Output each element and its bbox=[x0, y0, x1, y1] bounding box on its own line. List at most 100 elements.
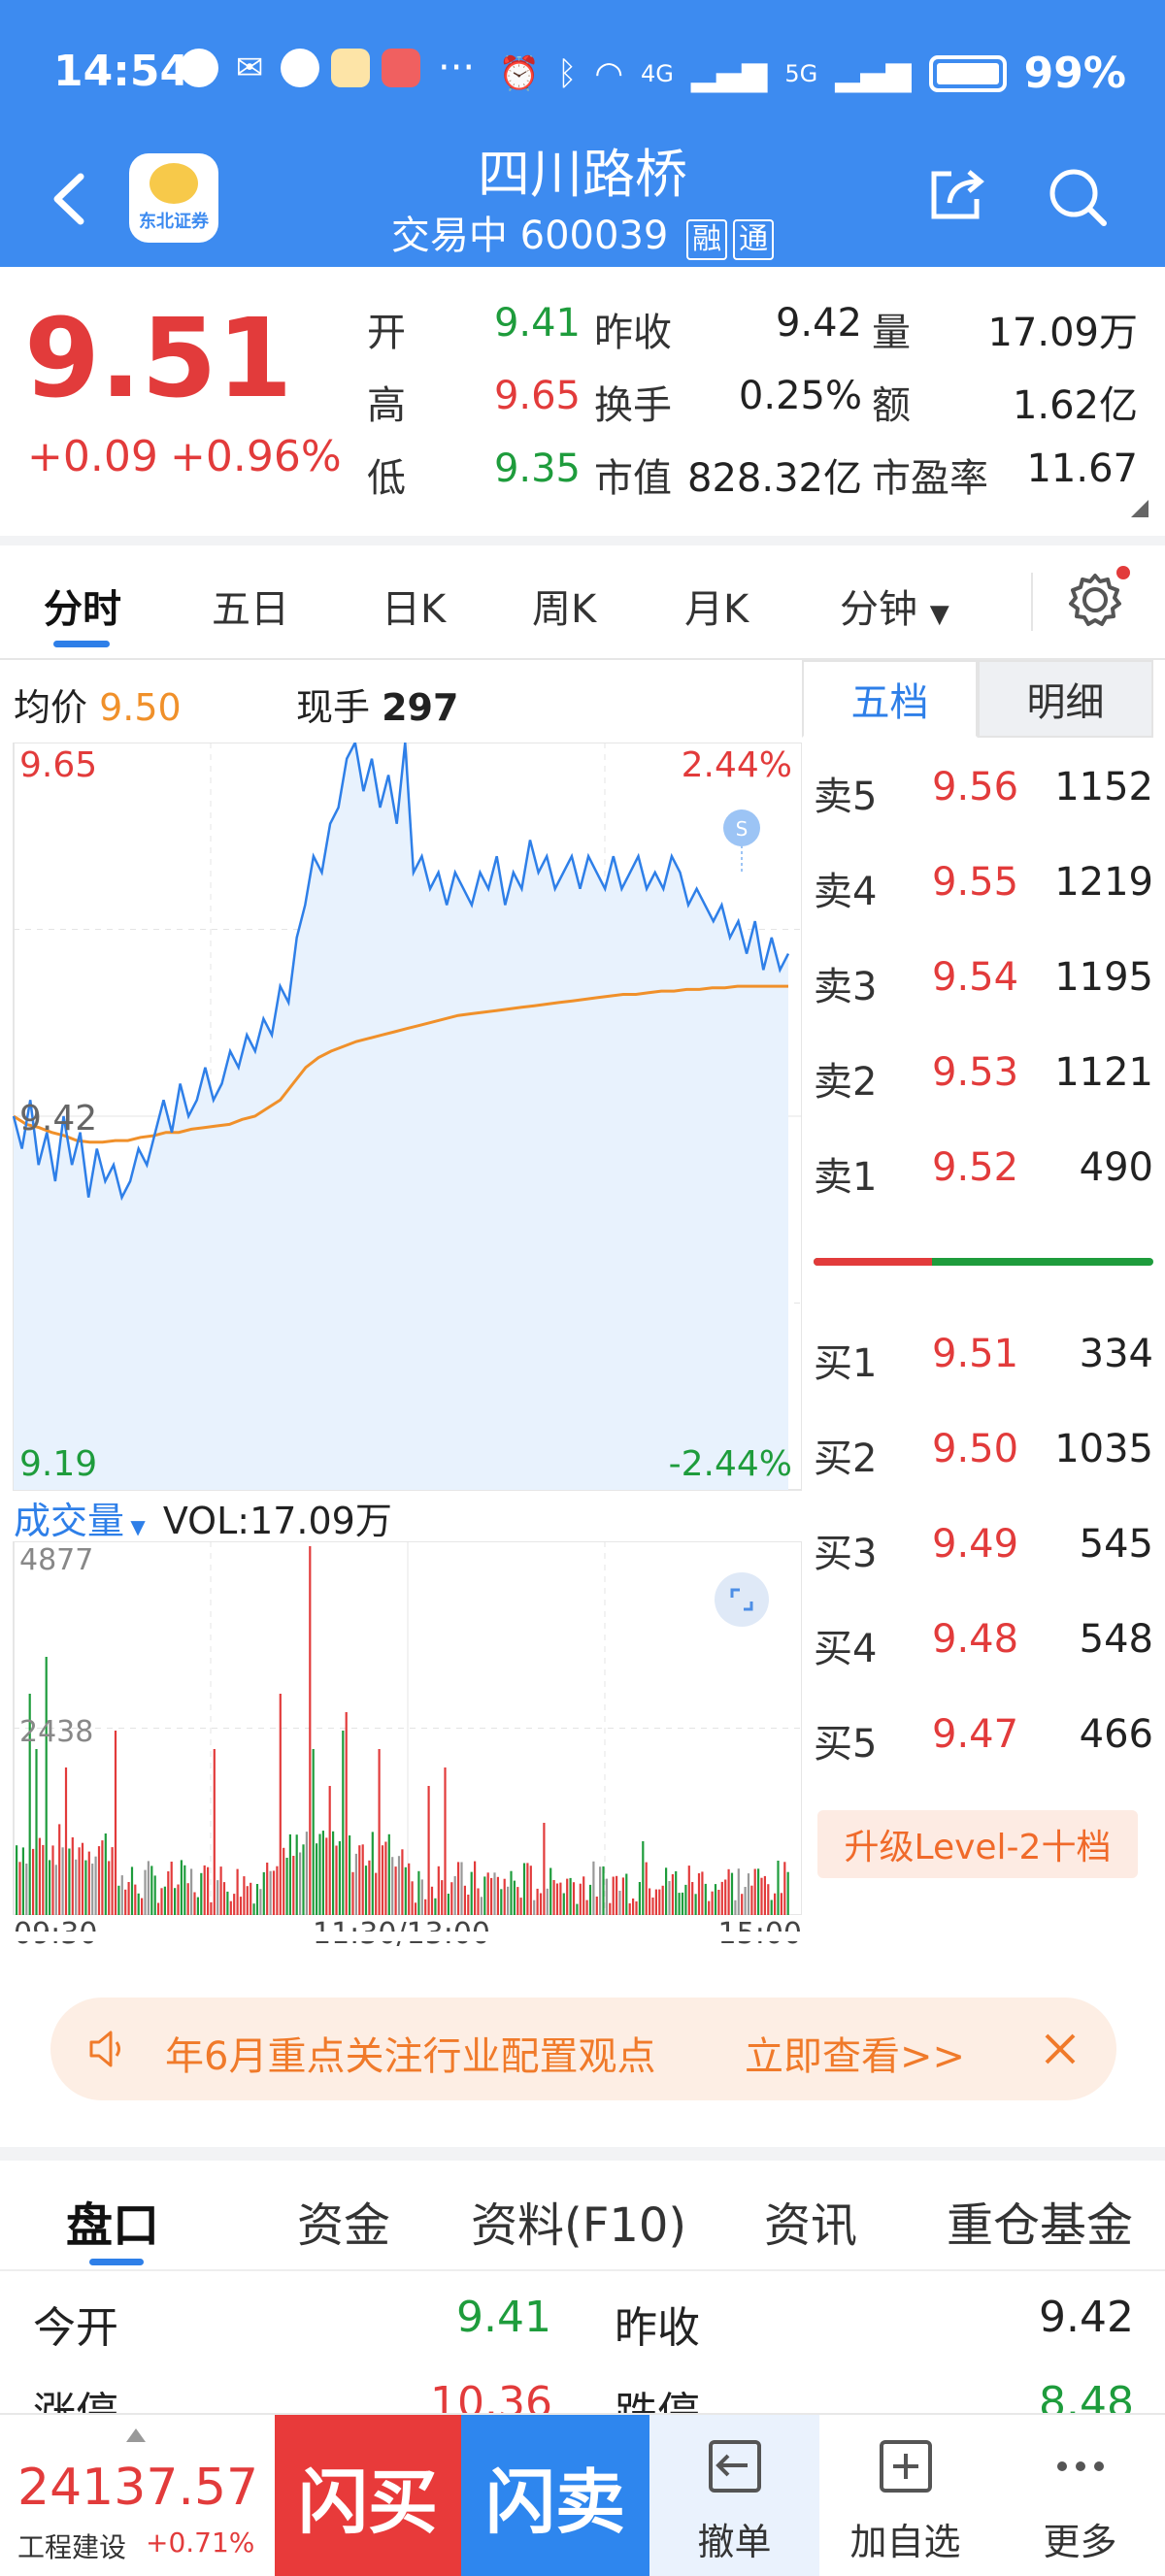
volume-bar bbox=[582, 1876, 585, 1915]
volume-bar bbox=[678, 1893, 681, 1915]
bid-level-row[interactable]: 买1 9.51 334 bbox=[814, 1324, 1153, 1386]
volume-bar bbox=[579, 1883, 582, 1915]
tab-trade-details[interactable]: 明细 bbox=[978, 660, 1153, 738]
more-notifications-icon: ··· bbox=[438, 46, 476, 90]
expand-corner-icon[interactable] bbox=[1131, 500, 1148, 517]
tab-heavy-funds[interactable]: 重仓基金 bbox=[947, 2198, 1134, 2253]
broker-app-icon bbox=[331, 49, 370, 87]
volume-bar bbox=[243, 1876, 246, 1915]
battery-icon bbox=[928, 54, 1007, 92]
limit-down-value: 8.48 bbox=[1039, 2378, 1134, 2413]
price-area bbox=[14, 743, 788, 1490]
ask-level-row[interactable]: 卖4 9.55 1219 bbox=[814, 852, 1153, 914]
volume-bar bbox=[150, 1866, 153, 1915]
tab-intraday[interactable]: 分时 bbox=[44, 587, 121, 632]
volume-bar bbox=[18, 1862, 21, 1915]
volume-bar bbox=[503, 1878, 506, 1915]
volume-bar bbox=[45, 1657, 48, 1915]
close-icon[interactable] bbox=[1041, 2030, 1080, 2068]
cancel-order-button[interactable]: 撤单 bbox=[649, 2415, 819, 2576]
browser-icon bbox=[281, 49, 319, 87]
volume-bar bbox=[38, 1837, 41, 1915]
more-button[interactable]: 更多 bbox=[995, 2415, 1165, 2576]
tab-weekly-k[interactable]: 周K bbox=[532, 587, 597, 632]
volume-bar bbox=[321, 1831, 324, 1915]
bid-level-row[interactable]: 买4 9.48 548 bbox=[814, 1609, 1153, 1671]
volume-bar bbox=[658, 1889, 661, 1915]
volume-bar bbox=[661, 1885, 664, 1915]
share-icon[interactable] bbox=[922, 160, 990, 228]
quote-value: 0.25% bbox=[738, 374, 862, 418]
tab-f10[interactable]: 资料(F10) bbox=[471, 2198, 687, 2253]
ask-level-row[interactable]: 卖5 9.56 1152 bbox=[814, 757, 1153, 819]
volume-bar bbox=[305, 1832, 308, 1915]
broker-logo[interactable]: 东北证券 bbox=[129, 153, 218, 243]
tab-five-levels[interactable]: 五档 bbox=[802, 660, 978, 738]
volume-bar bbox=[480, 1897, 483, 1915]
volume-bar bbox=[708, 1900, 711, 1915]
tab-handicap[interactable]: 盘口 bbox=[66, 2198, 160, 2253]
ask-level-row[interactable]: 卖3 9.54 1195 bbox=[814, 947, 1153, 1009]
sector-index[interactable]: 24137.57 工程建设 +0.71% bbox=[0, 2415, 275, 2576]
banner-link[interactable]: 立即查看>> bbox=[745, 2034, 966, 2079]
back-button[interactable] bbox=[44, 165, 92, 244]
bid-level-row[interactable]: 买3 9.49 545 bbox=[814, 1514, 1153, 1576]
ask-level-row[interactable]: 卖1 9.52 490 bbox=[814, 1138, 1153, 1200]
fullscreen-button[interactable] bbox=[715, 1572, 769, 1627]
bid-level-row[interactable]: 买2 9.50 1035 bbox=[814, 1419, 1153, 1481]
tab-daily-k[interactable]: 日K bbox=[382, 587, 447, 632]
level-volume: 545 bbox=[1079, 1522, 1153, 1567]
volume-bar bbox=[460, 1862, 463, 1915]
dropdown-icon: ▼ bbox=[124, 1515, 146, 1538]
intraday-chart[interactable]: 均价 9.50 现手 297 S 9.65 2.44% 9.42 9.19 -2… bbox=[0, 660, 802, 1951]
volume-bar bbox=[207, 1866, 210, 1915]
tab-funds[interactable]: 资金 bbox=[297, 2198, 391, 2253]
volume-bar bbox=[592, 1861, 595, 1915]
volume-bar bbox=[720, 1881, 723, 1915]
volume-bar bbox=[734, 1899, 737, 1915]
level-label: 卖2 bbox=[814, 1060, 878, 1105]
level-label: 买3 bbox=[814, 1532, 878, 1576]
tab-monthly-k[interactable]: 月K bbox=[684, 587, 749, 632]
tab-minute[interactable]: 分钟 ▼ bbox=[840, 578, 949, 634]
upgrade-level2-button[interactable]: 升级Level-2十档 bbox=[817, 1810, 1138, 1878]
volume-bar bbox=[625, 1873, 628, 1915]
ask-level-row[interactable]: 卖2 9.53 1121 bbox=[814, 1042, 1153, 1105]
volume-bar bbox=[259, 1889, 262, 1915]
search-icon[interactable] bbox=[1044, 163, 1112, 231]
tab-news[interactable]: 资讯 bbox=[764, 2198, 858, 2253]
volume-bar bbox=[701, 1871, 704, 1915]
level-price: 9.47 bbox=[932, 1712, 1019, 1757]
volume-bar bbox=[609, 1902, 612, 1915]
tab-minute-label: 分钟 bbox=[840, 587, 917, 632]
bid-level-row[interactable]: 买5 9.47 466 bbox=[814, 1704, 1153, 1767]
volume-bar bbox=[71, 1837, 74, 1915]
volume-bar bbox=[566, 1878, 569, 1915]
quote-label: 额 bbox=[872, 383, 911, 428]
volume-indicator-selector[interactable]: 成交量 bbox=[14, 1500, 125, 1542]
volume-bar bbox=[727, 1868, 730, 1915]
volume-bar bbox=[299, 1852, 302, 1915]
avg-price-value: 9.50 bbox=[99, 686, 182, 729]
volume-bar bbox=[328, 1786, 331, 1915]
sell-marker[interactable]: S bbox=[723, 809, 760, 874]
volume-bar bbox=[486, 1872, 489, 1915]
volume-bar bbox=[786, 1871, 789, 1915]
flash-buy-button[interactable]: 闪买 bbox=[275, 2415, 461, 2576]
volume-header: 成交量 ▼ VOL:17.09万 bbox=[14, 1491, 392, 1544]
level-price: 9.48 bbox=[932, 1617, 1019, 1662]
promo-banner[interactable]: 年6月重点关注行业配置观点 立即查看>> bbox=[50, 1998, 1116, 2100]
volume-bar bbox=[101, 1840, 104, 1915]
volume-bar bbox=[654, 1889, 657, 1915]
volume-bar bbox=[32, 1848, 35, 1915]
flash-sell-button[interactable]: 闪卖 bbox=[461, 2415, 649, 2576]
volume-bar bbox=[434, 1898, 437, 1915]
ask-ratio-segment bbox=[814, 1258, 932, 1266]
volume-bar bbox=[361, 1844, 364, 1915]
volume-bar bbox=[526, 1863, 529, 1915]
add-watchlist-button[interactable]: 加自选 bbox=[820, 2415, 990, 2576]
more-label: 更多 bbox=[1043, 2521, 1117, 2563]
tab-five-day[interactable]: 五日 bbox=[212, 587, 289, 632]
settings-gear-icon[interactable] bbox=[1063, 568, 1127, 632]
current-hand-row: 现手 297 bbox=[296, 677, 458, 731]
